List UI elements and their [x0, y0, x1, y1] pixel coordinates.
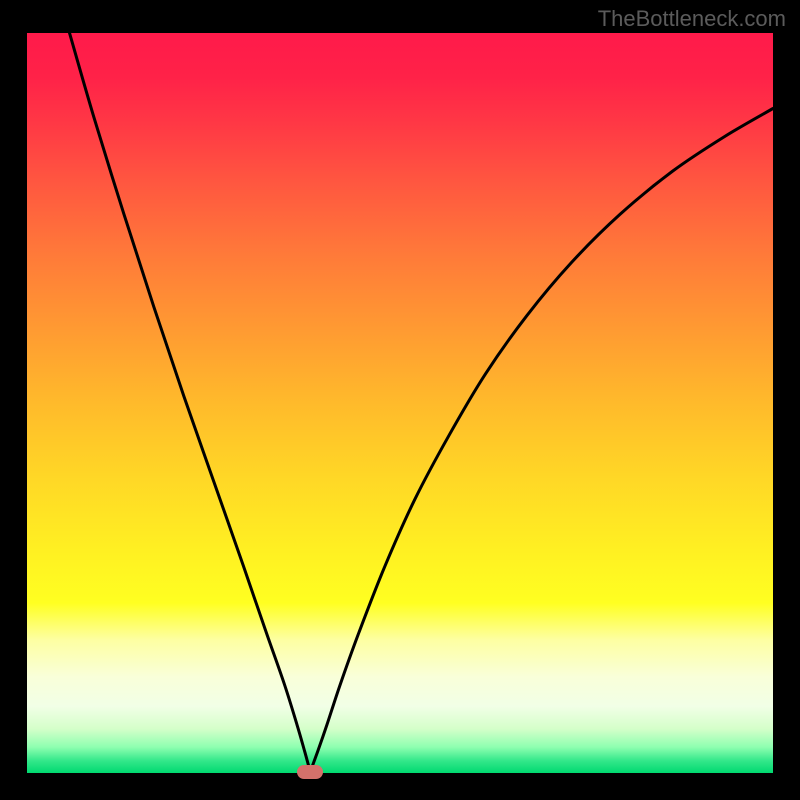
plot-area [27, 33, 773, 773]
frame: TheBottleneck.com [0, 0, 800, 800]
minimum-marker [297, 765, 323, 779]
bottleneck-curve [70, 33, 311, 772]
watermark-text: TheBottleneck.com [598, 6, 786, 32]
curve-svg [27, 33, 773, 773]
bottleneck-curve [310, 108, 773, 771]
